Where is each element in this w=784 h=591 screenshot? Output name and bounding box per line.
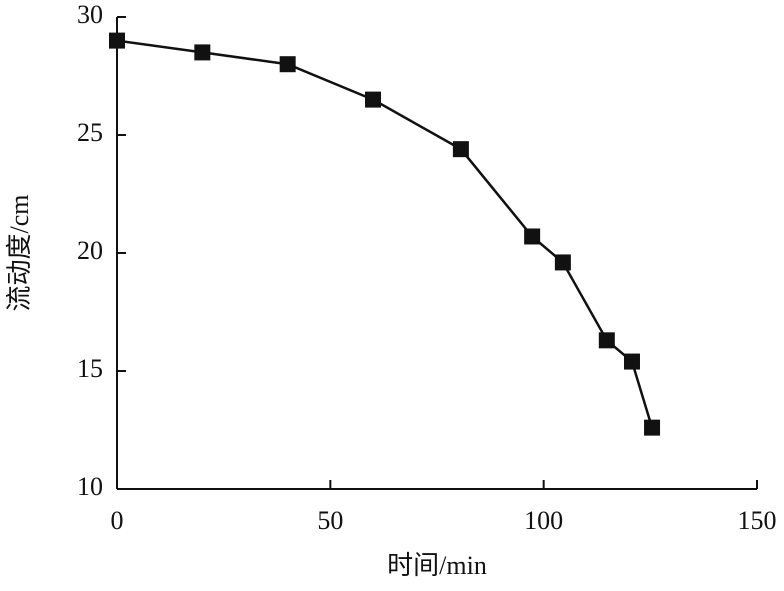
marker (644, 419, 661, 436)
x-tick-label: 100 (524, 506, 563, 535)
marker (623, 353, 640, 370)
x-tick-label: 0 (111, 506, 124, 535)
x-axis-label: 时间/min (387, 551, 487, 580)
data-line (116, 39, 654, 429)
y-tick-label: 10 (77, 472, 103, 501)
marker (194, 44, 211, 61)
y-tick-label: 15 (77, 354, 103, 383)
y-axis-label: 流动度/cm (5, 195, 34, 312)
marker (598, 332, 615, 349)
marker (279, 56, 296, 73)
y-tick-label: 25 (77, 118, 103, 147)
y-tick-label: 20 (77, 236, 103, 265)
x-tick-label: 50 (317, 506, 343, 535)
marker (554, 254, 571, 271)
x-tick-label: 150 (738, 506, 777, 535)
y-tick-label: 30 (77, 0, 103, 29)
marker (452, 141, 469, 158)
marker (365, 91, 381, 108)
marker (524, 228, 541, 245)
marker (109, 32, 125, 49)
